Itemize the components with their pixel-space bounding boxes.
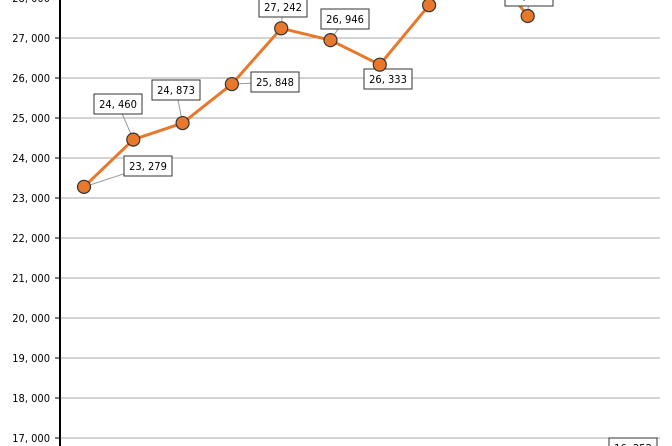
data-label-box [320,8,370,30]
data-label: 24, 460 [99,98,137,111]
data-point [126,132,141,147]
data-label-box [250,71,300,93]
y-tick-label: 20, 000 [12,312,50,325]
data-point [372,57,387,72]
y-tick-label: 18, 000 [12,392,50,405]
data-label-box [608,437,658,446]
data-label: 24, 873 [157,84,195,97]
y-tick-label: 28, 000 [12,0,50,5]
data-point [520,8,535,24]
y-tick-label: 21, 000 [12,272,50,285]
data-label-box [504,0,554,7]
data-label-box [363,68,413,90]
data-label-box [123,155,173,177]
data-point [422,0,437,13]
y-tick-label: 27, 000 [12,32,50,45]
data-point [175,115,190,131]
y-tick-label: 17, 000 [12,432,50,445]
y-tick-label: 23, 000 [12,192,50,205]
data-label-box [93,93,143,115]
data-label-box [258,0,308,18]
data-point [274,21,289,36]
y-tick-label: 24, 000 [12,152,50,165]
data-label: 27, 242 [264,1,302,14]
data-label: 25, 848 [256,76,294,89]
data-label: 23, 279 [129,160,167,173]
data-point [224,76,239,92]
data-label: 26, 946 [326,13,364,26]
data-label: 26, 333 [369,73,407,86]
data-point [76,179,92,194]
data-label: 27, 550 [510,0,548,3]
series-line [82,4,431,188]
data-label-box [151,79,201,101]
y-tick-label: 22, 000 [12,232,50,245]
data-point [323,33,338,48]
data-label: 16, 252 [614,442,652,446]
y-tick-label: 25, 000 [12,112,50,125]
y-tick-label: 19, 000 [12,352,50,365]
y-tick-label: 26, 000 [12,72,50,85]
